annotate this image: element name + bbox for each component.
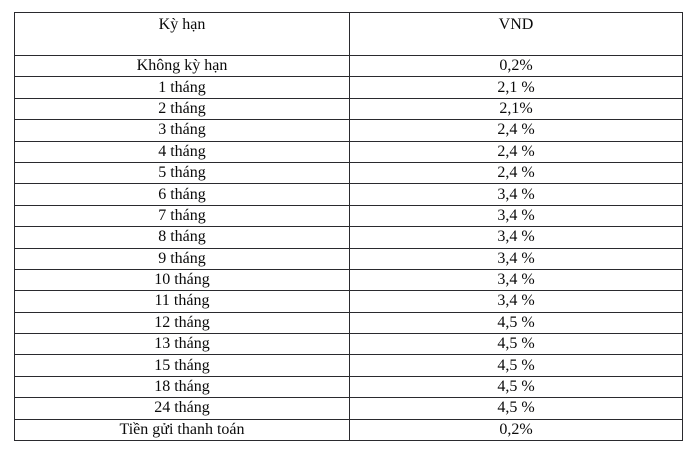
table-row: Không kỳ hạn 0,2% — [14, 54, 683, 78]
table-row: 12 tháng 4,5 % — [14, 311, 683, 335]
table-row: 1 tháng 2,1 % — [14, 76, 683, 99]
term-cell: 4 tháng — [14, 140, 350, 163]
table-row: Tiền gửi thanh toán 0,2% — [14, 418, 683, 442]
term-cell: 3 tháng — [14, 119, 350, 142]
table-row: 4 tháng 2,4 % — [14, 140, 683, 163]
term-cell: 13 tháng — [14, 333, 350, 356]
table-row: 11 tháng 3,4 % — [14, 290, 683, 313]
table-row: 5 tháng 2,4 % — [14, 161, 683, 185]
term-cell: 9 tháng — [14, 247, 350, 270]
rate-cell: 0,2% — [349, 54, 683, 78]
rate-cell: 2,4 % — [349, 161, 683, 185]
table-header-row: Kỳ hạn VND — [14, 12, 683, 56]
rate-cell: 0,2% — [349, 418, 683, 442]
term-cell: 5 tháng — [14, 161, 350, 185]
term-cell: 2 tháng — [14, 97, 350, 121]
rate-cell: 3,4 % — [349, 247, 683, 270]
term-cell: 1 tháng — [14, 76, 350, 99]
table-row: 15 tháng 4,5 % — [14, 354, 683, 377]
term-cell: 24 tháng — [14, 397, 350, 420]
rate-cell: 3,4 % — [349, 268, 683, 292]
term-cell: 7 tháng — [14, 204, 350, 228]
rate-cell: 2,1 % — [349, 76, 683, 99]
rate-cell: 4,5 % — [349, 375, 683, 399]
term-cell: 12 tháng — [14, 311, 350, 335]
rate-cell: 4,5 % — [349, 311, 683, 335]
term-cell: 10 tháng — [14, 268, 350, 292]
term-cell: 6 tháng — [14, 183, 350, 206]
rate-cell: 3,4 % — [349, 204, 683, 228]
table-row: 2 tháng 2,1% — [14, 97, 683, 121]
rate-cell: 4,5 % — [349, 397, 683, 420]
interest-rate-table: Kỳ hạn VND Không kỳ hạn 0,2% 1 tháng 2,1… — [14, 12, 683, 442]
rate-cell: 2,4 % — [349, 119, 683, 142]
term-column-header: Kỳ hạn — [14, 12, 350, 56]
term-cell: 8 tháng — [14, 226, 350, 249]
table-row: 13 tháng 4,5 % — [14, 333, 683, 356]
rate-cell: 3,4 % — [349, 290, 683, 313]
table-row: 7 tháng 3,4 % — [14, 204, 683, 228]
table-row: 3 tháng 2,4 % — [14, 119, 683, 142]
rate-cell: 3,4 % — [349, 183, 683, 206]
rate-cell: 2,4 % — [349, 140, 683, 163]
table-row: 9 tháng 3,4 % — [14, 247, 683, 270]
rate-cell: 3,4 % — [349, 226, 683, 249]
term-cell: 11 tháng — [14, 290, 350, 313]
table-row: 6 tháng 3,4 % — [14, 183, 683, 206]
table-row: 24 tháng 4,5 % — [14, 397, 683, 420]
table-row: 18 tháng 4,5 % — [14, 375, 683, 399]
rate-cell: 4,5 % — [349, 354, 683, 377]
term-cell: 18 tháng — [14, 375, 350, 399]
table-row: 10 tháng 3,4 % — [14, 268, 683, 292]
term-cell: Không kỳ hạn — [14, 54, 350, 78]
rate-cell: 4,5 % — [349, 333, 683, 356]
rate-column-header: VND — [349, 12, 683, 56]
term-cell: 15 tháng — [14, 354, 350, 377]
rate-cell: 2,1% — [349, 97, 683, 121]
table-row: 8 tháng 3,4 % — [14, 226, 683, 249]
term-cell: Tiền gửi thanh toán — [14, 418, 350, 442]
